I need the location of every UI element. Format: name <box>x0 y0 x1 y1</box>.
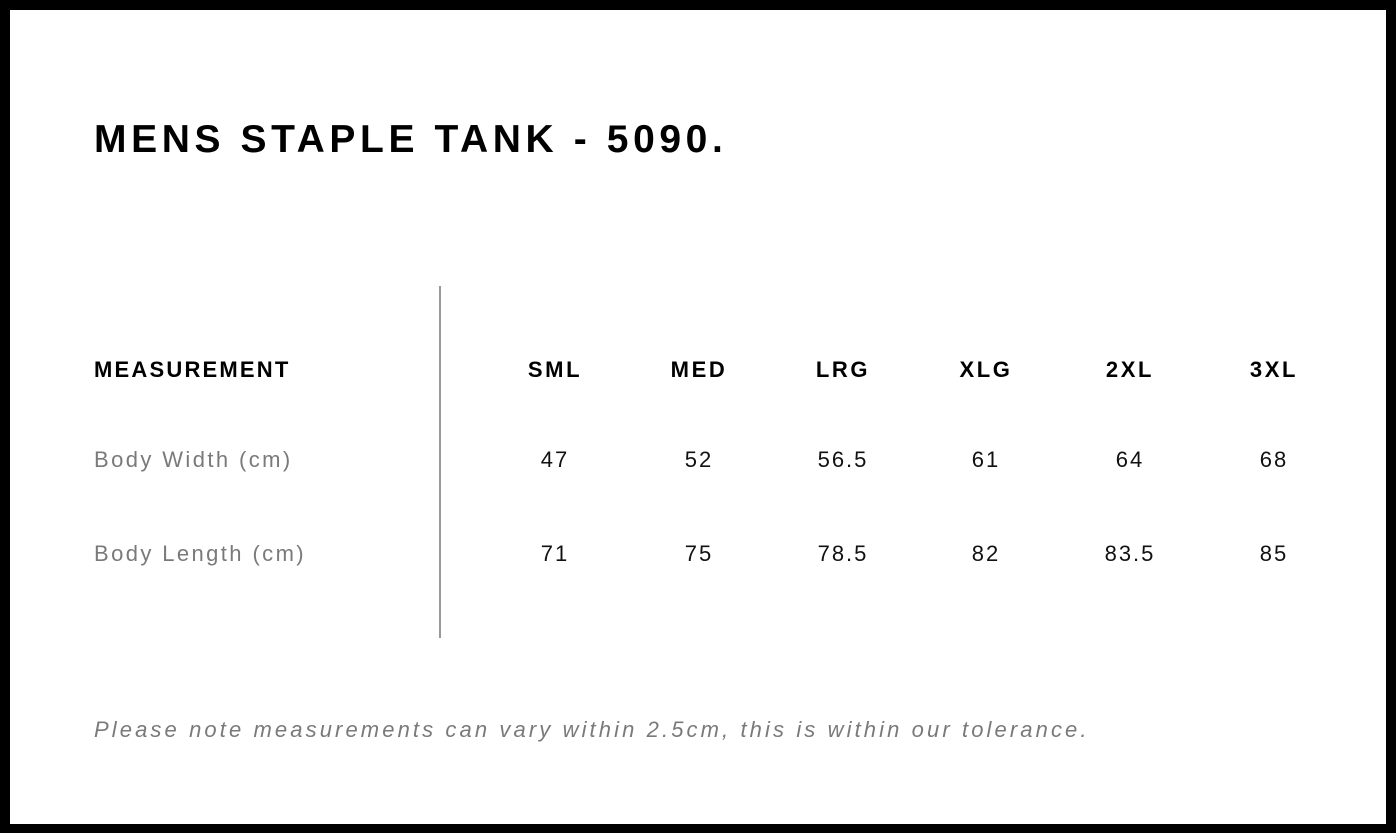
table-cell: 78.5 <box>817 541 869 566</box>
size-header-2xl: 2XL <box>1105 357 1155 382</box>
size-header-lrg: LRG <box>815 357 871 382</box>
table-cell: 82 <box>971 541 1001 566</box>
tolerance-note: Please note measurements can vary within… <box>94 717 1090 742</box>
page-title: MENS STAPLE TANK - 5090. <box>94 118 728 161</box>
table-cell: 61 <box>971 447 1001 472</box>
size-header-3xl: 3XL <box>1249 357 1299 382</box>
size-header-xlg: XLG <box>959 357 1013 382</box>
table-cell: 68 <box>1259 447 1289 472</box>
size-header-med: MED <box>670 357 728 382</box>
size-chart-card: MENS STAPLE TANK - 5090. MEASUREMENT SML M… <box>10 10 1386 824</box>
table-cell: 85 <box>1259 541 1289 566</box>
measurement-header: MEASUREMENT <box>94 357 291 382</box>
table-cell: 64 <box>1115 447 1145 472</box>
table-cell: 75 <box>684 541 714 566</box>
table-cell: 83.5 <box>1104 541 1156 566</box>
column-divider <box>439 286 441 638</box>
table-cell: 52 <box>684 447 714 472</box>
row-label: Body Length (cm) <box>94 541 307 566</box>
table-cell: 56.5 <box>817 447 869 472</box>
table-cell: 71 <box>540 541 570 566</box>
table-cell: 47 <box>540 447 570 472</box>
row-label: Body Width (cm) <box>94 447 293 472</box>
size-header-sml: SML <box>527 357 583 382</box>
